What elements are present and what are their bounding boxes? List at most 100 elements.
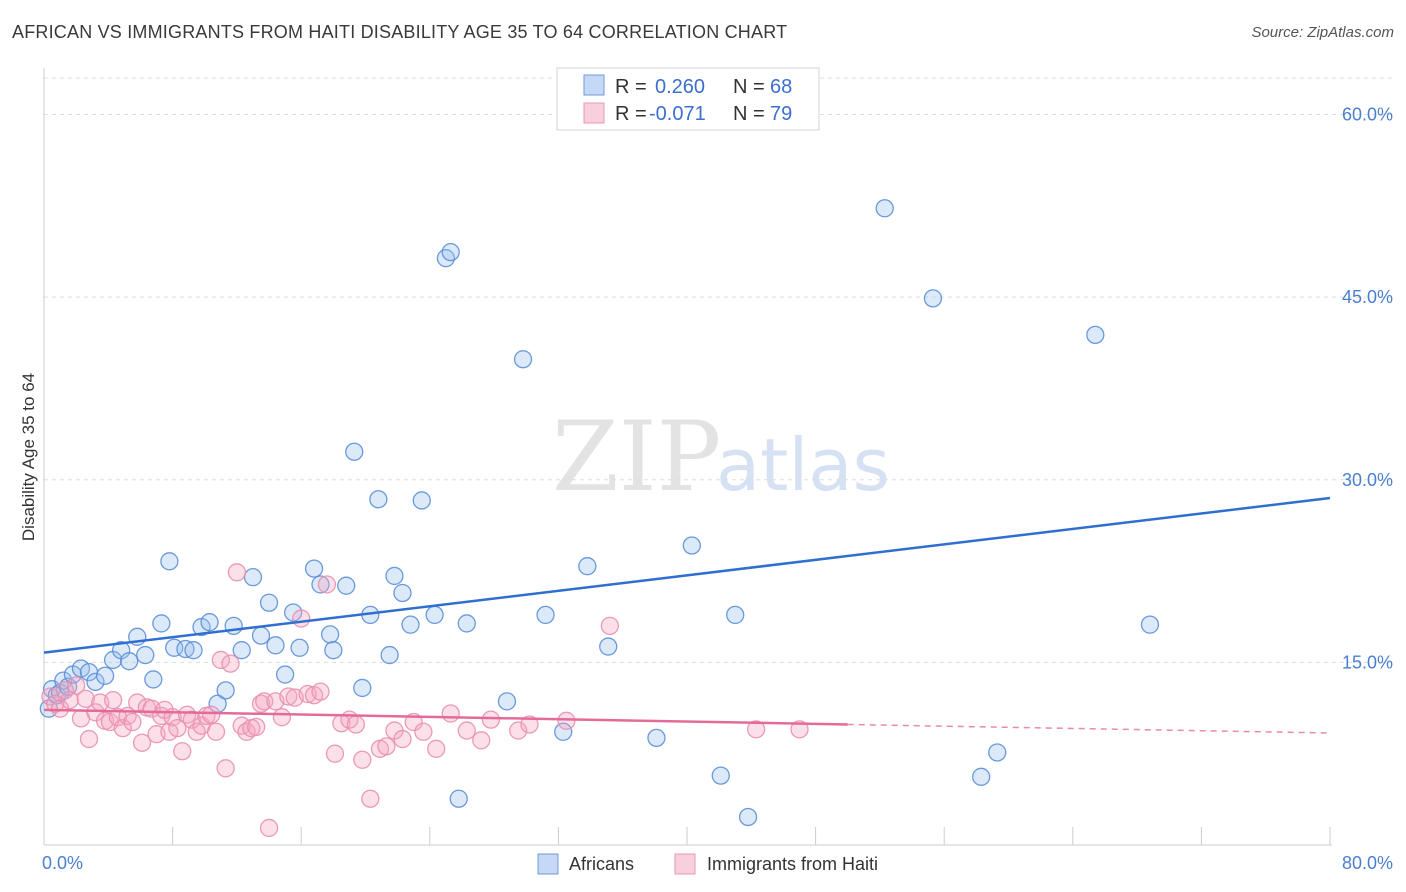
correlation-legend: R = 0.260 N = 68 R = -0.071 N = 79 [556,67,820,131]
bottom-legend-swatch-haiti [674,853,696,875]
african-point [1086,325,1105,345]
african-point [353,678,372,698]
haiti-point [441,704,460,723]
haiti-point [67,676,86,695]
haiti-point [520,715,539,734]
bottom-legend-haiti: Immigrants from Haiti [707,854,878,874]
african-point [393,583,412,603]
african-point [136,645,155,665]
african-point [311,575,330,594]
watermark-atlas: atlas [716,423,890,507]
african-point [369,490,388,509]
african-point [497,692,517,711]
haiti-point [251,694,271,713]
haiti-point [123,712,142,732]
african-point [412,491,431,510]
african-point [875,199,894,218]
haiti-point [600,616,619,636]
african-point [682,536,701,555]
haiti-point [202,705,221,724]
haiti-point [472,731,491,750]
african-point [554,722,573,741]
bottom-legend-africans: Africans [569,854,634,874]
trend-lines [43,496,1331,734]
african-point [320,625,340,644]
chart-title: AFRICAN VS IMMIGRANTS FROM HAITI DISABIL… [12,22,788,42]
african-point [401,615,420,634]
african-point [726,605,745,625]
haiti-point [481,710,501,729]
y-tick-label: 15.0% [1342,652,1393,672]
african-point [923,289,943,308]
y-axis-label: Disability Age 35 to 64 [19,373,38,541]
african-point [441,242,460,262]
source-credit: Source: ZipAtlas.com [1251,24,1394,41]
african-point [457,614,476,633]
trend-line-africans [43,496,1331,654]
haiti-point [393,729,412,749]
haiti-point [227,563,247,582]
haiti-point [132,733,152,752]
haiti-point [427,739,446,758]
african-point [647,728,666,748]
y-tick-label: 45.0% [1342,287,1393,307]
watermark: ZIP atlas [552,401,890,513]
haiti-point [168,718,187,738]
haiti-point [457,721,476,740]
african-point [184,641,203,660]
x-tick-label-max: 80.0% [1342,853,1393,873]
african-point [425,605,444,625]
african-point [599,637,618,656]
african-point [152,614,171,633]
african-point [324,641,343,660]
haiti-point [272,708,292,727]
african-point [86,672,105,692]
y-tick-label: 60.0% [1342,105,1393,125]
legend-r-value-africans: 0.260 [655,76,705,98]
legend-n-label-haiti: N = [733,103,765,125]
african-point [275,665,295,684]
legend-swatch-africans [583,74,605,96]
haiti-point [221,654,240,673]
african-point [536,605,555,625]
bottom-legend-swatch-africans [537,853,559,875]
haiti-point [353,750,372,769]
haiti-point [377,737,396,756]
legend-r-label-haiti: R = [615,103,647,125]
african-point [513,350,533,369]
legend-n-value-haiti: 79 [770,103,792,125]
haiti-point [211,650,230,670]
african-point [266,636,285,655]
african-point [1140,615,1160,634]
haiti-point [206,722,226,741]
haiti-point [414,722,433,741]
legend-n-label-africans: N = [733,76,765,98]
haiti-point [79,729,99,749]
haiti-point [361,789,380,808]
african-point [380,645,399,665]
haiti-point [55,681,75,700]
african-point [259,593,279,612]
haiti-point [746,720,766,739]
african-point [385,566,404,586]
series-legend: Africans Immigrants from Haiti [537,853,878,875]
haiti-point [187,722,206,741]
african-point [337,576,356,595]
haiti-point [311,682,330,701]
series-haiti-points [41,563,809,838]
haiti-point [173,742,192,761]
african-point [243,568,263,587]
haiti-point [259,818,279,838]
african-point [449,789,468,808]
trend-line-haiti [43,708,848,726]
african-point [120,652,139,671]
haiti-point [317,575,337,594]
african-point [251,626,271,645]
y-axis-tick-labels: 15.0% 30.0% 45.0% 60.0% [1342,105,1393,673]
african-point [290,638,309,657]
african-point [972,767,991,786]
african-point [304,559,324,578]
haiti-point [247,717,266,737]
haiti-point [103,690,123,710]
